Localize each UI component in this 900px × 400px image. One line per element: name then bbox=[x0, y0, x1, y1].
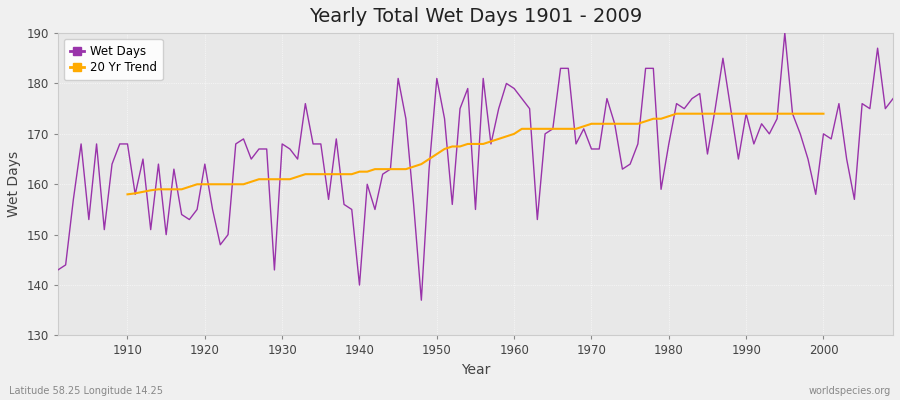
Title: Yearly Total Wet Days 1901 - 2009: Yearly Total Wet Days 1901 - 2009 bbox=[309, 7, 642, 26]
Text: worldspecies.org: worldspecies.org bbox=[809, 386, 891, 396]
Legend: Wet Days, 20 Yr Trend: Wet Days, 20 Yr Trend bbox=[64, 39, 163, 80]
X-axis label: Year: Year bbox=[461, 363, 491, 377]
Y-axis label: Wet Days: Wet Days bbox=[7, 151, 21, 217]
Text: Latitude 58.25 Longitude 14.25: Latitude 58.25 Longitude 14.25 bbox=[9, 386, 163, 396]
